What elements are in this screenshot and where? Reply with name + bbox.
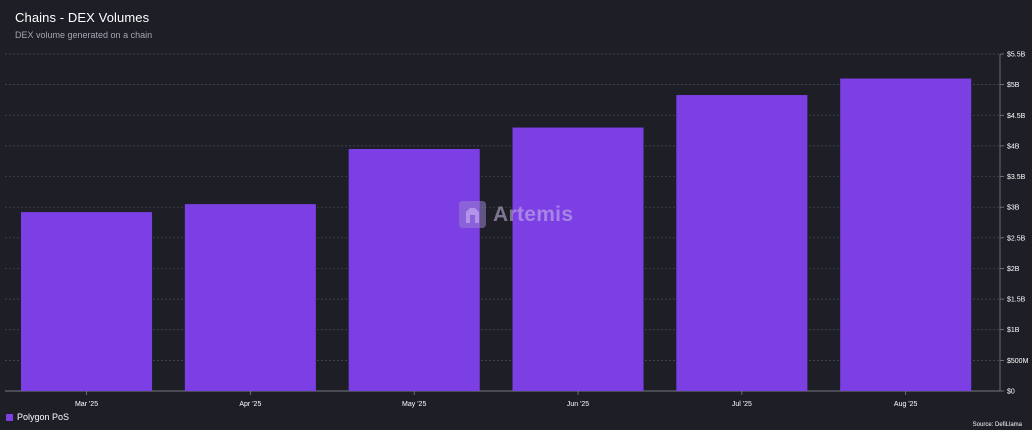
y-tick-label: $500M <box>1007 358 1029 365</box>
y-tick-label: $5B <box>1007 82 1020 89</box>
chart-title: Chains - DEX Volumes <box>15 10 150 25</box>
y-tick-label: $0 <box>1007 389 1015 396</box>
y-tick-label: $2B <box>1007 266 1020 273</box>
artemis-logo-icon <box>459 201 486 228</box>
source-credit: Source: DefiLlama <box>972 422 1022 428</box>
y-tick-label: $4.5B <box>1007 113 1026 120</box>
y-tick-label: $2.5B <box>1007 235 1026 242</box>
y-axis-labels: $0 $500M $1B $1.5B $2B $2.5B $3B $3.5B $4B $4.5B $… <box>1007 52 1029 396</box>
y-tick-label: $1B <box>1007 327 1020 334</box>
chart-subtitle: DEX volume generated on a chain <box>15 30 153 40</box>
y-tick-label: $3.5B <box>1007 174 1026 181</box>
legend-label: Polygon PoS <box>17 412 70 422</box>
y-tick-label: $5.5B <box>1007 52 1026 59</box>
x-axis-labels: Mar '25 Apr '25 May '25 Jun '25 Jul '25 Aug '… <box>75 391 918 408</box>
bar[interactable] <box>21 212 153 391</box>
x-tick-label: Aug '25 <box>894 401 918 408</box>
grid-lines <box>5 53 1004 392</box>
bar[interactable] <box>184 204 316 391</box>
y-tick-label: $3B <box>1007 205 1020 212</box>
artemis-watermark: Artemis <box>459 201 573 228</box>
y-tick-label: $1.5B <box>1007 297 1026 304</box>
x-tick-label: May '25 <box>402 401 426 408</box>
x-tick-label: Apr '25 <box>239 401 261 408</box>
x-tick-label: Jul '25 <box>732 401 752 408</box>
bars <box>21 78 972 391</box>
x-tick-label: Mar '25 <box>75 401 98 408</box>
watermark-text: Artemis <box>493 202 574 226</box>
legend-swatch <box>6 413 13 421</box>
bar[interactable] <box>512 127 644 391</box>
bar[interactable] <box>676 95 808 391</box>
y-tick-label: $4B <box>1007 143 1020 150</box>
legend[interactable]: Polygon PoS <box>6 412 69 422</box>
bar[interactable] <box>348 148 480 391</box>
bar[interactable] <box>840 78 972 391</box>
x-tick-label: Jun '25 <box>567 401 589 408</box>
